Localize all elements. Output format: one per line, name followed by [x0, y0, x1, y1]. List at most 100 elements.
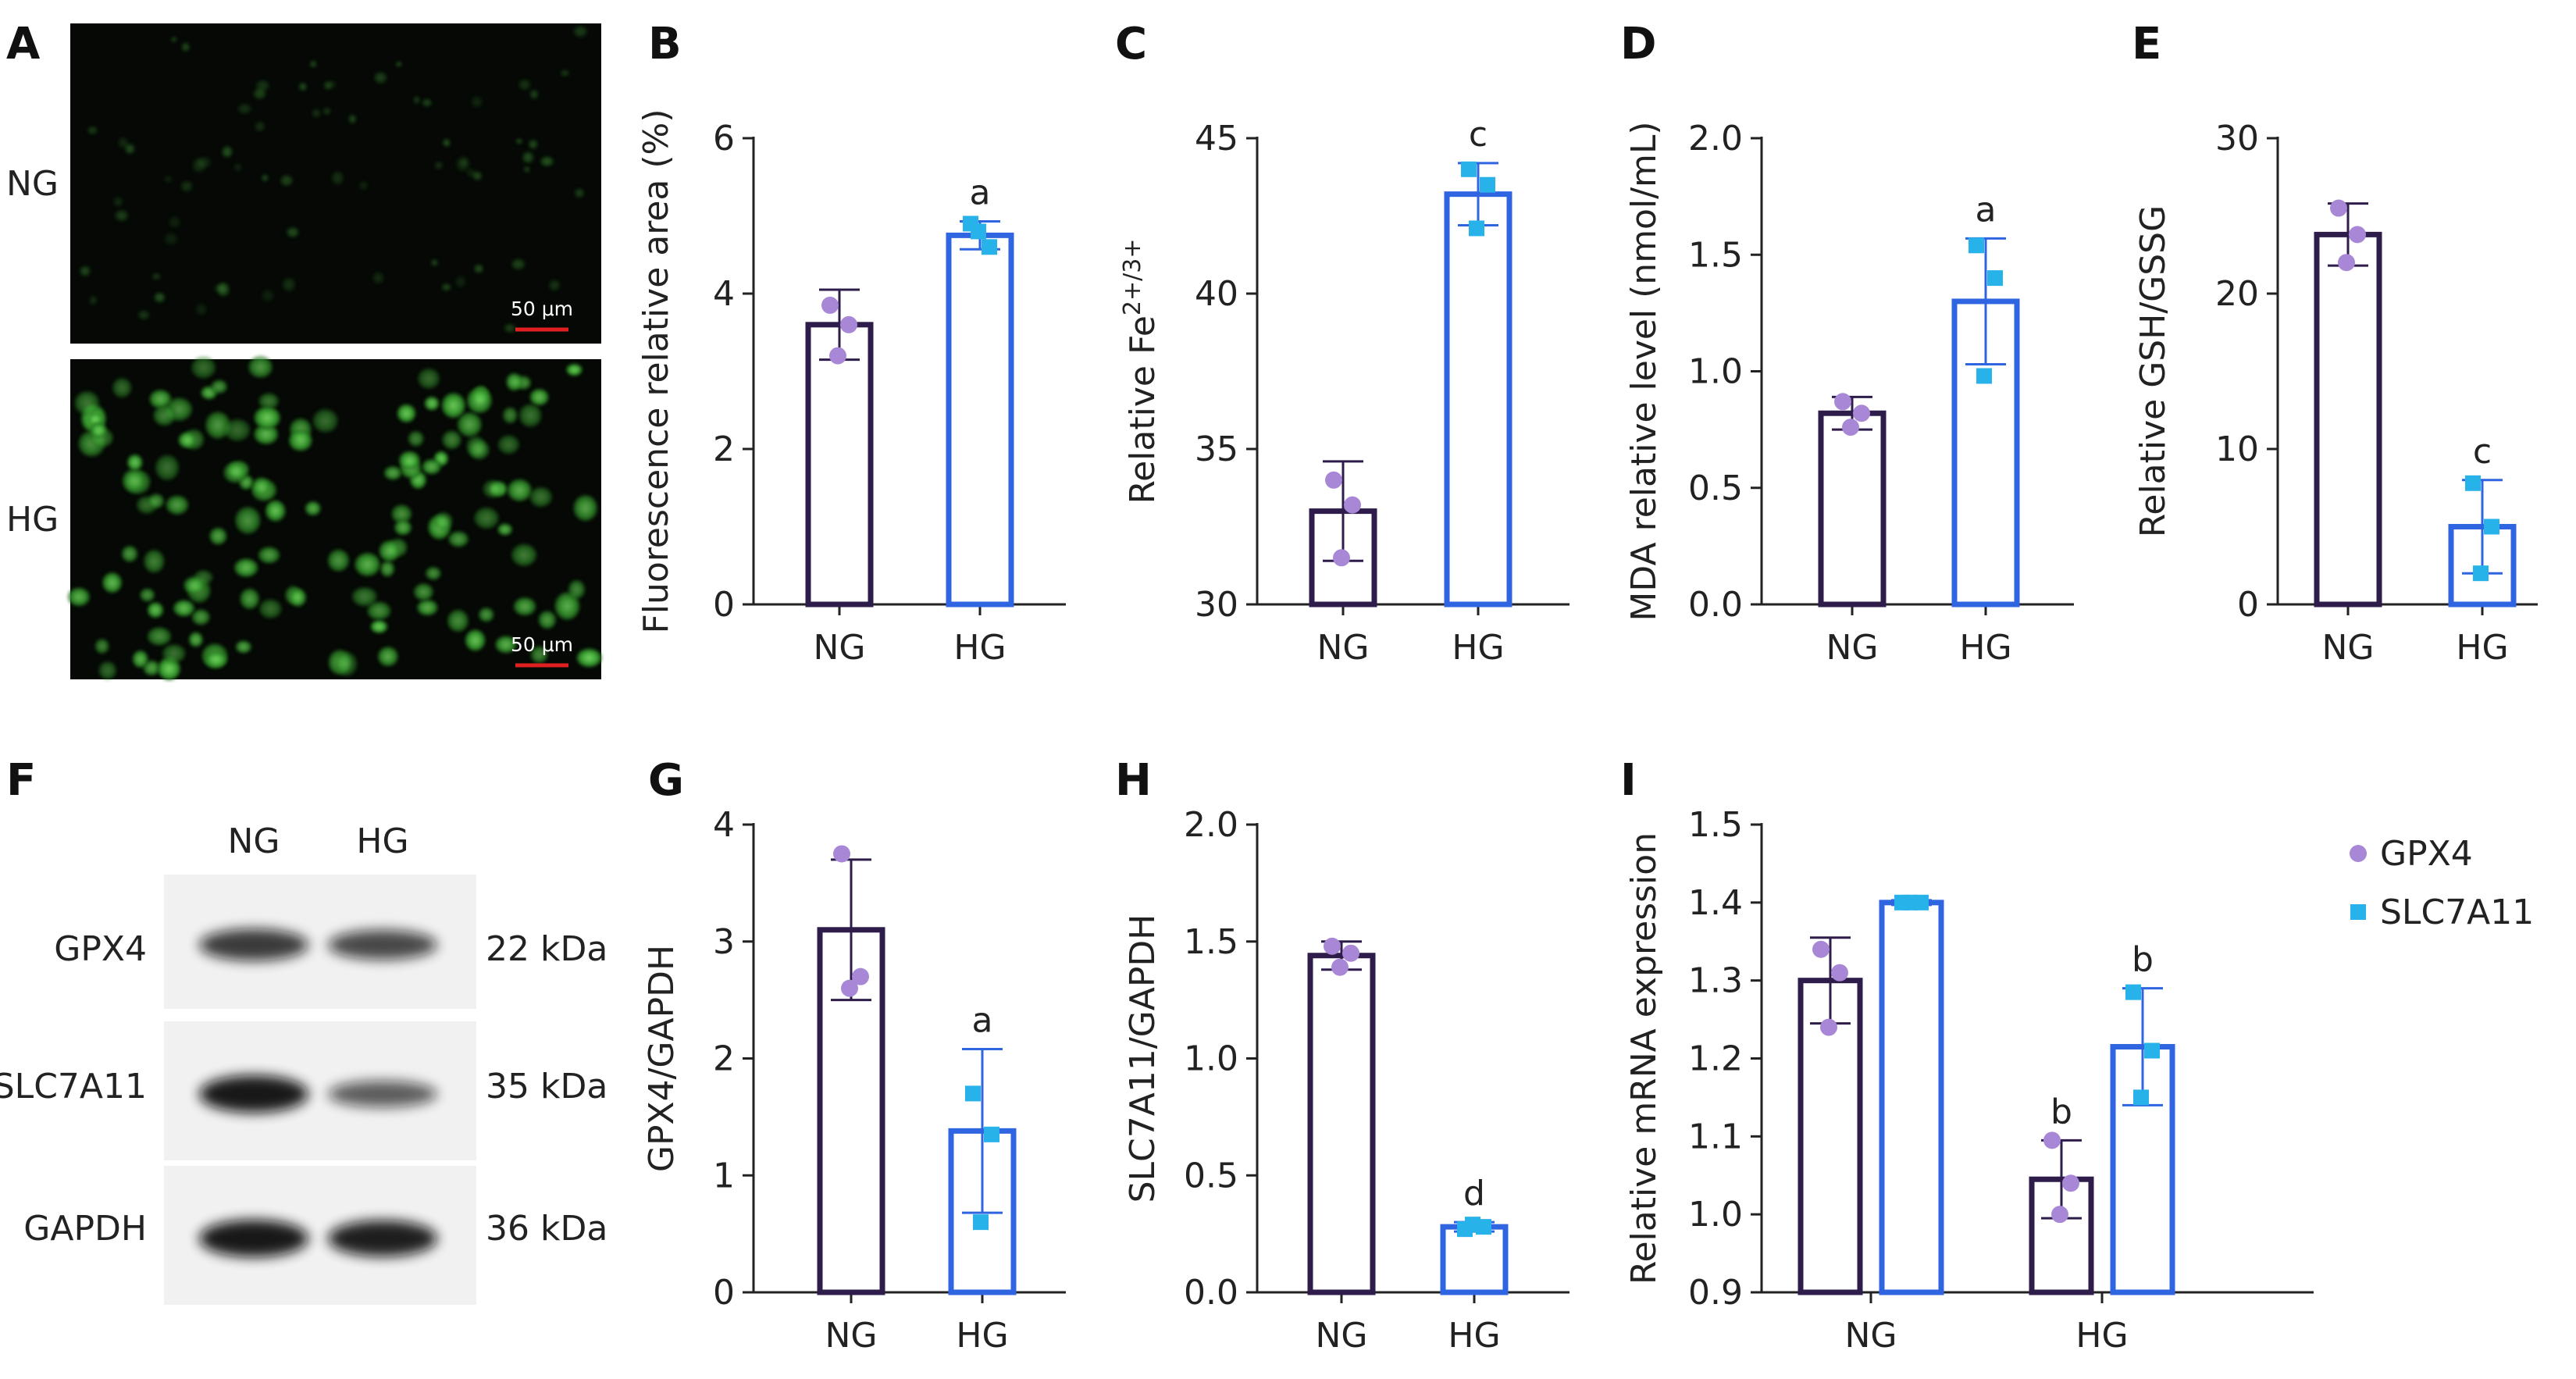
data-point [2465, 475, 2481, 491]
data-point [1969, 237, 1984, 254]
data-point [1344, 496, 1361, 514]
cell [530, 646, 548, 664]
protein-label-gapdh: GAPDH [23, 1209, 147, 1249]
protein-label-gpx4: GPX4 [54, 929, 147, 969]
cell [397, 404, 416, 423]
protein-label-slc7a11: SLC7A11 [0, 1067, 147, 1106]
cell [358, 180, 369, 191]
cell [282, 277, 296, 292]
y-tick-label: 1.5 [1688, 235, 1743, 275]
y-tick-label: 1.5 [1688, 805, 1743, 845]
kda-label-gpx4: 22 kDa [486, 929, 607, 969]
cell [425, 566, 441, 580]
y-tick-label: 0 [713, 1273, 735, 1313]
cell [391, 504, 412, 524]
x-tick-label: NG [2321, 628, 2374, 668]
cell [538, 611, 557, 629]
data-point [2125, 984, 2141, 1000]
data-point [1325, 471, 1342, 489]
significance-label: d [1463, 1174, 1485, 1213]
data-point [1842, 419, 1859, 437]
cell [188, 632, 203, 647]
y-tick-label: 1.4 [1688, 883, 1743, 923]
cell [280, 174, 294, 187]
y-tick-label: 30 [1195, 585, 1238, 625]
y-axis-label: MDA relative level (nmol/mL) [1624, 121, 1664, 621]
y-tick-label: 10 [2215, 429, 2259, 469]
x-tick-label: HG [2456, 628, 2508, 668]
cell [191, 609, 210, 625]
data-point [852, 967, 869, 985]
data-point [973, 1214, 989, 1231]
scale-label-ng: 50 μm [511, 298, 573, 320]
data-point [2484, 518, 2499, 535]
y-tick-label: 1 [713, 1156, 735, 1195]
cell [529, 388, 549, 406]
cell [115, 209, 129, 222]
significance-label: a [972, 1001, 993, 1041]
data-point [2330, 199, 2347, 217]
y-tick-label: 1.0 [1688, 1195, 1743, 1235]
data-point [1324, 937, 1341, 955]
data-point [1465, 1217, 1480, 1233]
data-point [840, 315, 857, 333]
y-axis-label: Fluorescence relative area (%) [636, 109, 676, 633]
cell [442, 430, 461, 450]
cell [118, 137, 129, 149]
cell [137, 310, 150, 320]
cell [233, 162, 242, 172]
cell [68, 587, 91, 607]
cell [234, 558, 258, 577]
cell [286, 226, 299, 238]
cell [222, 145, 233, 158]
cell [298, 82, 308, 91]
cell [372, 272, 384, 284]
y-tick-label: 1.1 [1688, 1117, 1743, 1156]
y-axis-label: GPX4/GAPDH [642, 945, 682, 1172]
cell [413, 96, 420, 104]
cell [126, 454, 143, 471]
blot-band [328, 929, 437, 960]
data-point [1987, 270, 2003, 287]
cell [540, 156, 554, 167]
cell [195, 303, 207, 316]
cell [162, 644, 186, 663]
cell [506, 372, 522, 391]
cell [254, 424, 279, 445]
cell [170, 37, 177, 42]
cell [166, 495, 189, 515]
cell [574, 188, 585, 198]
lane-label-ng: NG [227, 821, 280, 861]
panel-label-d: D [1620, 19, 1656, 69]
cell [112, 377, 132, 398]
chart-i: 0.9 1.0 1.1 1.2 1.3 1.4 1.5 NG HG Relative mRNA e… [1624, 805, 2534, 1356]
cell [422, 98, 432, 107]
data-point [1480, 176, 1495, 193]
cell [528, 139, 538, 149]
cell [74, 391, 100, 415]
cell [143, 660, 161, 676]
data-point [2473, 565, 2489, 582]
cell [151, 273, 162, 280]
cell [511, 543, 537, 567]
data-point [2338, 254, 2355, 272]
cell [265, 500, 286, 522]
cell [576, 648, 602, 668]
cell [251, 476, 271, 496]
blot-band [328, 1081, 437, 1107]
data-point [1820, 1018, 1837, 1036]
y-tick-label: 0.0 [1688, 585, 1743, 625]
cell [511, 258, 526, 270]
y-tick-label: 1.5 [1184, 922, 1238, 962]
panel-label-e: E [2132, 19, 2161, 69]
cell [383, 465, 402, 480]
y-tick-label: 1.0 [1688, 352, 1743, 392]
cell [254, 406, 280, 429]
cell [235, 506, 261, 534]
x-tick-label: NG [813, 628, 865, 668]
y-tick-label: 40 [1195, 274, 1238, 314]
cell [255, 121, 265, 132]
cell [478, 607, 494, 622]
bar [805, 322, 874, 608]
data-point [2144, 1042, 2160, 1059]
